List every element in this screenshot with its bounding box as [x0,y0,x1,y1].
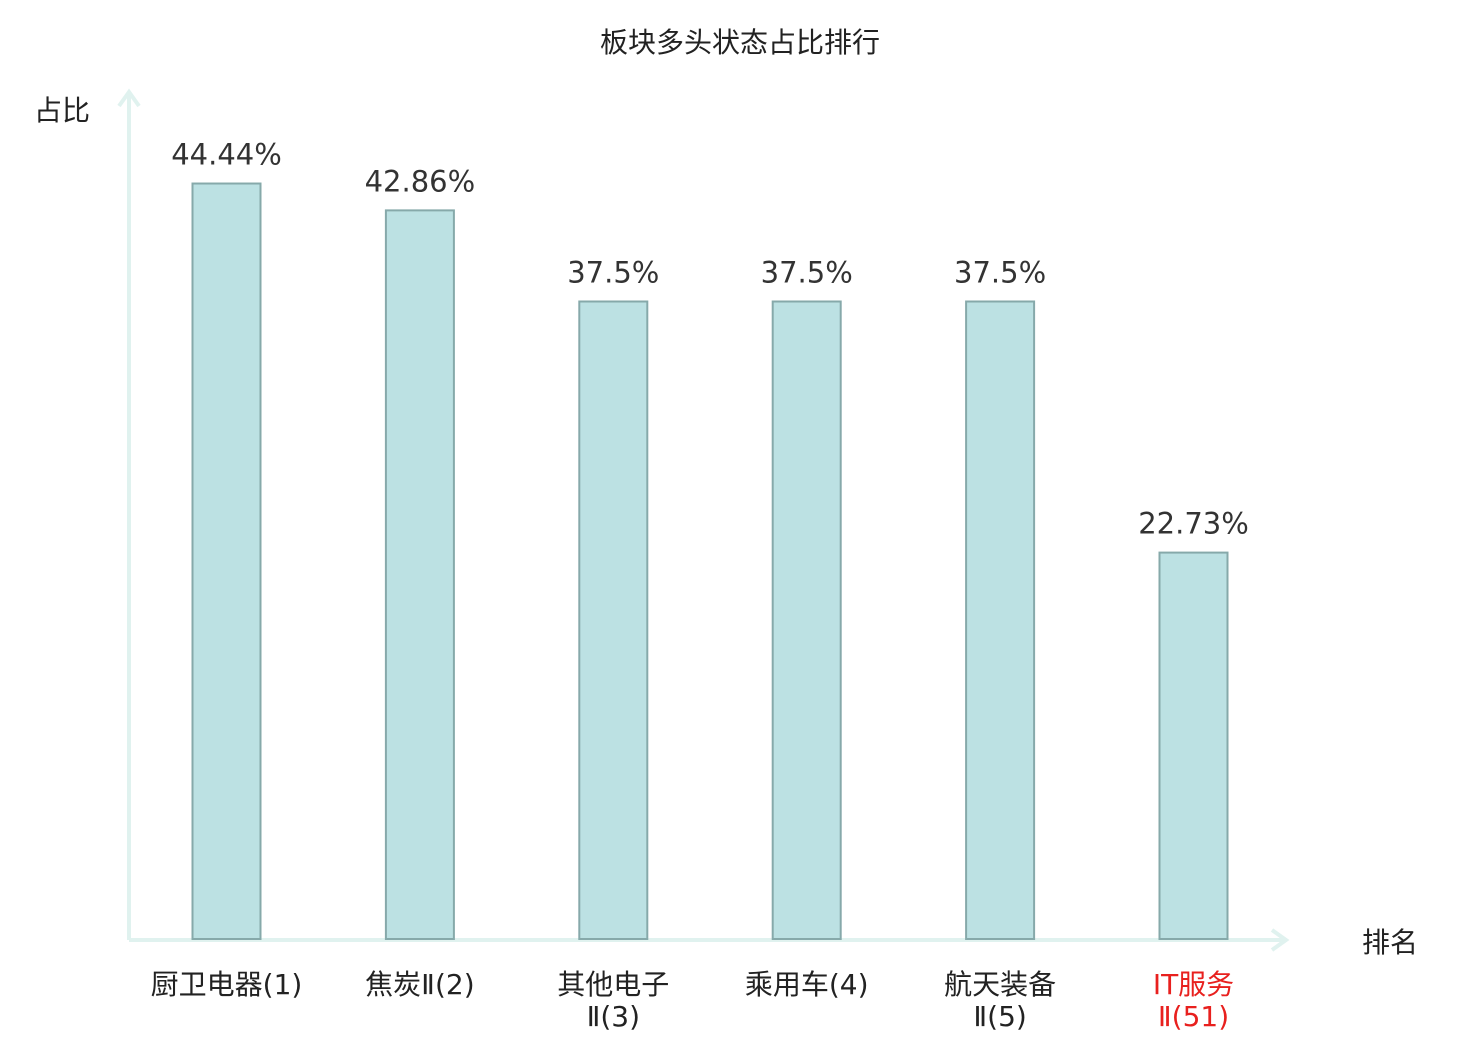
bar-value-label: 37.5% [954,256,1046,290]
bar-value-label: 37.5% [761,256,853,290]
x-tick-label-line2: Ⅱ(51) [1158,1000,1229,1033]
x-tick-label-line2: Ⅱ(5) [973,1000,1026,1033]
chart-title: 板块多头状态占比排行 [600,26,880,59]
bar [578,300,649,940]
y-axis-label: 占比 [34,94,90,127]
bar-value-label: 37.5% [567,256,659,290]
x-tick-label: 航天装备 [944,968,1056,1001]
x-tick-label: 厨卫电器(1) [151,968,303,1001]
bar [965,300,1036,940]
x-tick-label-line2: Ⅱ(3) [587,1000,640,1033]
bar-value-label: 44.44% [171,138,282,172]
bar [771,300,842,940]
x-tick-label: 乘用车(4) [745,968,869,1001]
bar [191,182,262,940]
bar [1158,551,1229,941]
y-axis-arrow-icon [117,88,141,108]
bar-value-label: 42.86% [365,164,476,198]
bar [384,209,455,940]
x-axis-label: 排名 [1362,926,1418,959]
bar-value-label: 22.73% [1138,507,1249,541]
x-tick-label: 焦炭Ⅱ(2) [365,968,474,1001]
x-axis-arrow-icon [1270,928,1290,952]
x-tick-label: 其他电子 [557,968,669,1001]
x-tick-label: IT服务 [1153,968,1234,1001]
